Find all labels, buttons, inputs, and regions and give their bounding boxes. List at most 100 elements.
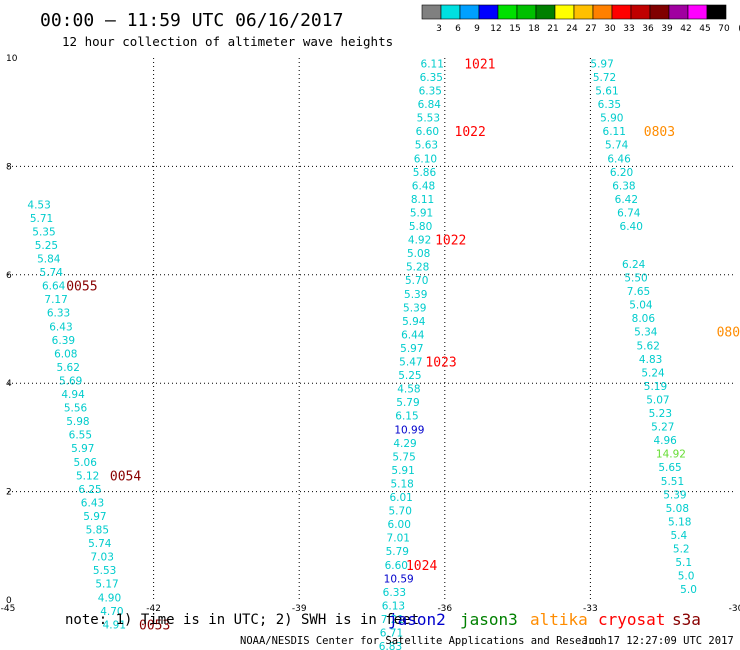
swh-value: 5.39: [663, 489, 686, 501]
swh-value: 4.83: [639, 354, 662, 366]
colorbar-swatch: [497, 4, 518, 20]
chart-title: 00:00 – 11:59 UTC 06/16/2017: [40, 10, 343, 31]
colorbar-label: 21: [547, 24, 558, 34]
swh-value: 5.97: [83, 511, 106, 523]
time-annotations: 0055 0054 0053 1021 1022 1022 1023 1024 0803 0803: [66, 57, 740, 633]
swh-value: 5.79: [386, 546, 409, 558]
swh-value: 5.08: [666, 503, 689, 515]
legend-altika: altika: [530, 610, 588, 629]
swh-value: 6.10: [414, 153, 437, 165]
swh-value: 6.55: [69, 430, 92, 442]
y-tick-label: 10: [6, 54, 18, 64]
swh-value: 5.69: [59, 375, 82, 387]
swh-value: 5.65: [658, 462, 681, 474]
swh-value: 5.61: [595, 86, 618, 98]
swh-value: 8.11: [411, 194, 434, 206]
swh-value: 7.03: [91, 552, 114, 564]
swh-value: 6.08: [54, 348, 77, 360]
swh-value: 5.56: [64, 403, 88, 415]
swh-value: 6.38: [612, 180, 635, 192]
swh-value: 4.90: [98, 592, 121, 604]
swh-value: 5.85: [86, 525, 109, 537]
y-tick-label: 0: [6, 596, 12, 606]
swh-value: 6.84: [418, 99, 442, 111]
colorbar-swatch: [706, 4, 727, 20]
swh-value: 10.59: [384, 573, 414, 585]
swh-value: 6.13: [382, 600, 405, 612]
colorbar-swatch: [592, 4, 613, 20]
colorbar-label: 27: [585, 24, 596, 34]
swh-value: 5.79: [396, 397, 419, 409]
swh-value: 5.75: [392, 451, 415, 463]
swh-value: 5.28: [406, 262, 429, 274]
swh-value: 5.80: [409, 221, 432, 233]
swh-value: 5.08: [407, 248, 430, 260]
swh-value: 5.97: [71, 443, 94, 455]
swh-value: 6.35: [420, 72, 443, 84]
colorbar-label: 39: [661, 24, 673, 34]
swh-value: 5.72: [593, 72, 616, 84]
pass-time-label: 0803: [717, 326, 740, 341]
swh-value: 5.86: [413, 167, 437, 179]
swh-value: 6.11: [421, 58, 444, 70]
swh-value: 5.98: [66, 416, 89, 428]
swh-value: 6.44: [401, 329, 425, 341]
legend-jason3: jason3: [460, 610, 518, 629]
swh-value: 6.48: [412, 180, 435, 192]
swh-value: 5.18: [390, 478, 413, 490]
colorbar-label: 9: [474, 24, 480, 34]
colorbar-swatch: [573, 4, 594, 20]
footer-note: note: 1) Time is in UTC; 2) SWH is in fe…: [65, 612, 419, 628]
swh-value: 4.91: [103, 619, 126, 631]
swh-value: 5.71: [30, 213, 53, 225]
swh-value: 5.90: [600, 113, 623, 125]
swh-value: 6.74: [617, 207, 641, 219]
swh-value: 6.35: [598, 99, 621, 111]
swh-value: 6.39: [52, 335, 75, 347]
pass-time-label: 1022: [435, 234, 466, 249]
colorbar-label: 15: [509, 24, 520, 34]
swh-value: 5.24: [641, 367, 665, 379]
swh-value: 14.92: [656, 449, 686, 461]
swh-value: 6.71: [380, 628, 403, 640]
swh-value: 5.91: [410, 207, 433, 219]
swh-value: 7.01: [387, 533, 410, 545]
x-tick-label: -45: [1, 604, 16, 614]
x-tick-label: -33: [583, 604, 598, 614]
colorbar-label: (ft): [738, 24, 740, 34]
swh-value: 5.17: [95, 579, 118, 591]
swh-value: 6.43: [81, 497, 104, 509]
colorbar-label: 33: [623, 24, 634, 34]
swh-value: 5.25: [35, 240, 58, 252]
colorbar-swatch: [478, 4, 499, 20]
colorbar-label: 70: [718, 24, 730, 34]
colorbar-swatch: [649, 4, 670, 20]
swh-value: 7.65: [627, 286, 650, 298]
swh-value: 5.0: [680, 584, 697, 596]
colorbar-label: 3: [436, 24, 442, 34]
pass-time-label: 0054: [110, 469, 141, 484]
swh-value: 6.15: [395, 411, 418, 423]
colorbar-label: 42: [680, 24, 691, 34]
swh-value: 7.17: [44, 294, 67, 306]
swh-value: 6.40: [620, 221, 643, 233]
swh-value: 4.29: [393, 438, 416, 450]
swh-value: 5.06: [74, 457, 98, 469]
chart-subtitle: 12 hour collection of altimeter wave hei…: [62, 34, 393, 49]
x-tick-label: -36: [437, 604, 452, 614]
colorbar-swatch: [421, 4, 442, 20]
pass-time-label: 0055: [66, 280, 97, 295]
grid: [8, 58, 736, 600]
y-tick-label: 6: [6, 271, 12, 281]
swh-value: 4.58: [397, 384, 420, 396]
pass-time-label: 1024: [406, 559, 437, 574]
swh-value: 5.74: [605, 140, 629, 152]
colorbar-label: 18: [528, 24, 540, 34]
swh-value: 4.96: [653, 435, 677, 447]
swh-value: 5.97: [400, 343, 423, 355]
colorbar-swatch: [630, 4, 651, 20]
swh-value: 6.01: [389, 492, 412, 504]
swh-value: 5.50: [624, 273, 647, 285]
swh-value: 6.33: [47, 308, 70, 320]
